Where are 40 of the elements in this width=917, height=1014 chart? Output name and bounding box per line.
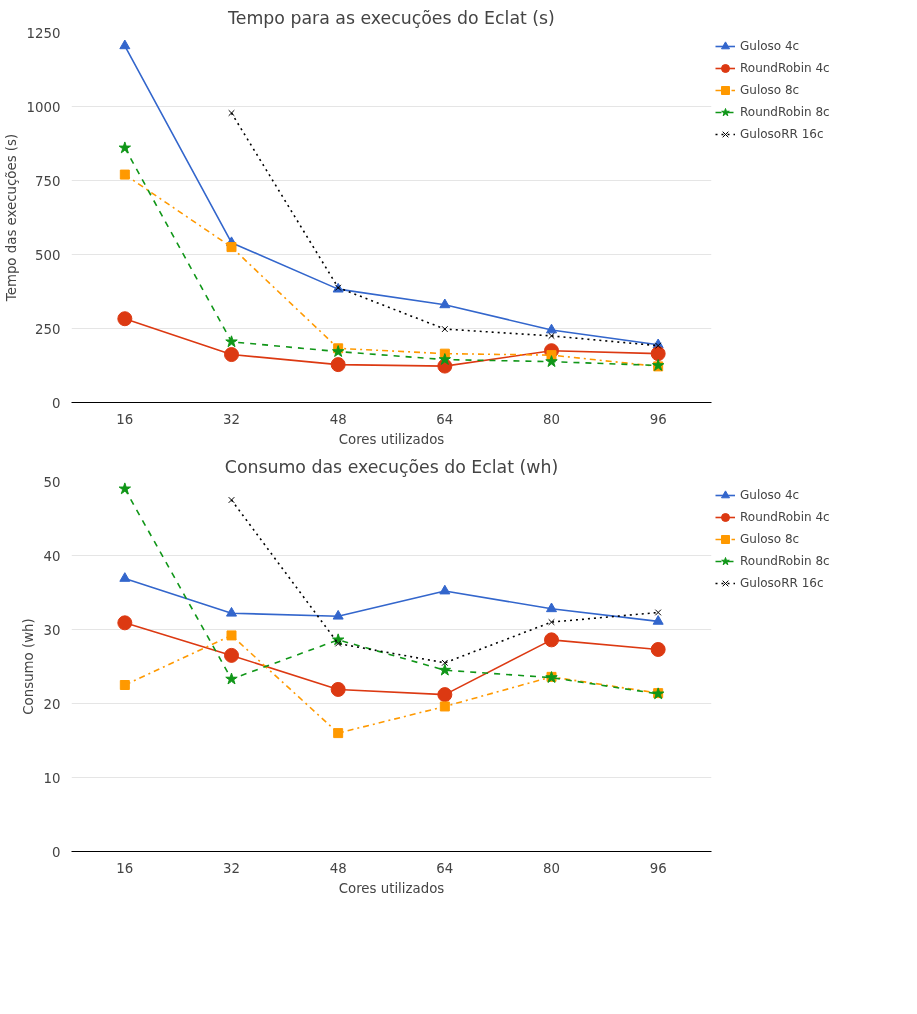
x-tick-label: 16	[116, 860, 134, 876]
legend-label: Guloso 8c	[740, 83, 800, 97]
x-tick-label: 32	[223, 411, 240, 427]
y-tick-label: 500	[35, 247, 61, 263]
legend-label: RoundRobin 4c	[740, 510, 830, 524]
x-tick-label: 48	[329, 411, 347, 427]
y-tick-label: 0	[52, 395, 61, 411]
y-axis-title: Tempo das execuções (s)	[3, 133, 19, 303]
y-tick-label: 0	[52, 844, 61, 860]
x-tick-label: 96	[649, 860, 667, 876]
x-tick-label: 64	[436, 860, 454, 876]
y-tick-label: 40	[43, 548, 61, 564]
chart-title: Consumo das execuções do Eclat (wh)	[224, 456, 559, 477]
x-tick-label: 64	[436, 411, 454, 427]
legend-label: Guloso 8c	[740, 532, 800, 546]
y-tick-label: 1000	[26, 99, 61, 115]
y-axis-title: Consumo (wh)	[20, 618, 36, 715]
legend-label: RoundRobin 4c	[740, 61, 830, 75]
y-tick-label: 1250	[26, 25, 61, 41]
chart-title: Tempo para as execuções do Eclat (s)	[227, 7, 555, 28]
x-axis-title: Cores utilizados	[338, 431, 445, 447]
x-tick-label: 48	[329, 860, 347, 876]
legend-label: GulosoRR 16c	[740, 576, 824, 590]
x-tick-label: 80	[543, 860, 560, 876]
y-tick-label: 10	[43, 770, 61, 786]
legend-label: Guloso 4c	[740, 39, 800, 53]
y-tick-label: 750	[35, 173, 61, 189]
x-tick-label: 96	[649, 411, 667, 427]
legend-label: RoundRobin 8c	[740, 554, 830, 568]
y-tick-label: 20	[43, 696, 61, 712]
x-tick-label: 16	[116, 411, 134, 427]
legend-label: GulosoRR 16c	[740, 127, 824, 141]
y-tick-label: 250	[35, 321, 61, 337]
x-tick-label: 80	[543, 411, 560, 427]
x-axis-title: Cores utilizados	[338, 880, 445, 896]
x-tick-label: 32	[223, 860, 240, 876]
legend-label: RoundRobin 8c	[740, 105, 830, 119]
legend-label: Guloso 4c	[740, 488, 800, 502]
y-tick-label: 50	[43, 474, 61, 490]
y-tick-label: 30	[43, 622, 61, 638]
